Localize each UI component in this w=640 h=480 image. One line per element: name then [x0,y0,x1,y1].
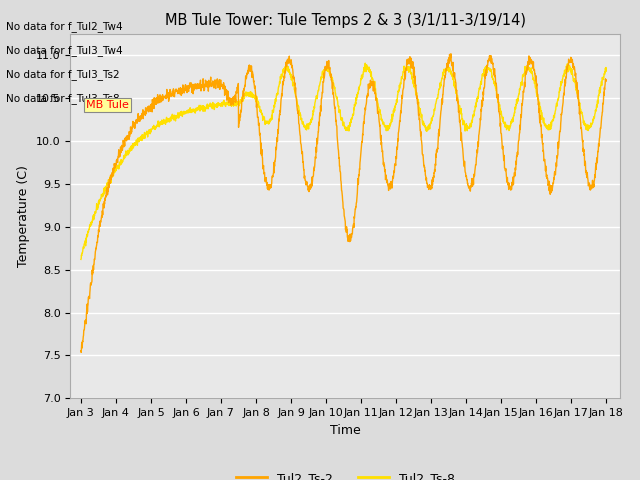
Text: No data for f_Tul3_Ts2: No data for f_Tul3_Ts2 [6,69,120,80]
Y-axis label: Temperature (C): Temperature (C) [17,165,31,267]
X-axis label: Time: Time [330,424,361,437]
Text: No data for f_Tul3_Ts8: No data for f_Tul3_Ts8 [6,93,120,104]
Text: No data for f_Tul3_Tw4: No data for f_Tul3_Tw4 [6,45,123,56]
Title: MB Tule Tower: Tule Temps 2 & 3 (3/1/11-3/19/14): MB Tule Tower: Tule Temps 2 & 3 (3/1/11-… [164,13,526,28]
Legend: Tul2_Ts-2, Tul2_Ts-8: Tul2_Ts-2, Tul2_Ts-8 [230,467,460,480]
Text: No data for f_Tul2_Tw4: No data for f_Tul2_Tw4 [6,21,123,32]
Text: MB Tule: MB Tule [86,100,129,110]
